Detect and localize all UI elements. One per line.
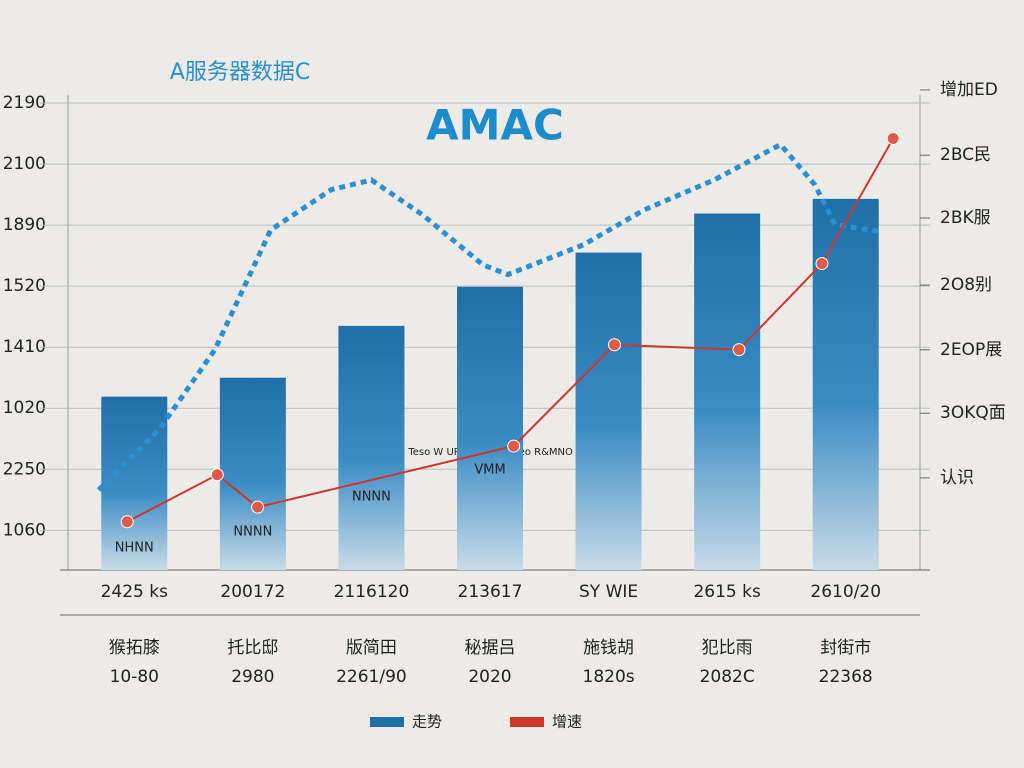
y-tick-label: 2100 bbox=[3, 154, 46, 174]
category-name: 版简田 bbox=[346, 638, 397, 658]
legend-swatch bbox=[370, 717, 404, 727]
category-code: 2020 bbox=[468, 667, 511, 687]
y2-tick-label: 3OKQ面 bbox=[940, 403, 1006, 423]
x-tick-label: 2425 ks bbox=[101, 582, 169, 602]
y-tick-label: 1060 bbox=[3, 520, 46, 540]
category-code: 2082C bbox=[700, 667, 755, 687]
y2-tick-label: 认识 bbox=[940, 468, 974, 488]
chart-title: AMAC bbox=[426, 101, 564, 150]
x-tick-label: 2116120 bbox=[334, 582, 410, 602]
y-tick-label: 1890 bbox=[3, 215, 46, 235]
y2-tick-label: 2O8别 bbox=[940, 275, 992, 295]
growth-line bbox=[126, 137, 895, 523]
bar-label: NHNN bbox=[115, 541, 154, 556]
growth-point bbox=[251, 500, 265, 514]
growth-point bbox=[815, 257, 829, 271]
bar bbox=[575, 252, 642, 570]
y-tick-label: 2250 bbox=[3, 459, 46, 479]
category-code: 2980 bbox=[231, 667, 274, 687]
category-code: 2261/90 bbox=[336, 667, 407, 687]
category-code: 22368 bbox=[819, 667, 873, 687]
category-code: 10-80 bbox=[110, 667, 159, 687]
bar bbox=[694, 213, 761, 570]
category-name: 封街市 bbox=[820, 638, 871, 658]
y-tick-label: 1520 bbox=[3, 276, 46, 296]
y-tick-label: 2190 bbox=[3, 93, 46, 113]
growth-point bbox=[507, 439, 521, 453]
category-name: 施钱胡 bbox=[583, 638, 634, 658]
category-code: 1820s bbox=[583, 667, 635, 687]
legend-swatch bbox=[510, 717, 544, 727]
bar bbox=[812, 198, 879, 570]
growth-point bbox=[732, 343, 746, 357]
category-name: 犯比雨 bbox=[702, 638, 753, 658]
bar bbox=[219, 377, 286, 570]
legend-label: 走势 bbox=[412, 713, 442, 731]
bar-label: VMM bbox=[474, 463, 505, 478]
category-name: 猴拓膝 bbox=[109, 638, 160, 658]
y2-tick-label: 2BK服 bbox=[940, 208, 991, 228]
x-tick-label: 2610/20 bbox=[810, 582, 881, 602]
trend-line bbox=[96, 141, 882, 492]
y-tick-label: 1410 bbox=[3, 337, 46, 357]
category-name: 秘据吕 bbox=[465, 638, 516, 658]
category-name: 托比邸 bbox=[227, 638, 278, 658]
growth-point bbox=[210, 468, 224, 482]
x-tick-label: SY WIE bbox=[579, 582, 638, 602]
x-tick-label: 200172 bbox=[220, 582, 285, 602]
bar-label: NNNN bbox=[233, 525, 272, 540]
y2-tick-label: 2BC民 bbox=[940, 145, 991, 165]
growth-point bbox=[608, 338, 621, 352]
chart-subtitle: A服务器数据C bbox=[170, 60, 310, 85]
legend-label: 增速 bbox=[552, 713, 582, 731]
x-tick-label: 213617 bbox=[458, 582, 523, 602]
bar bbox=[457, 286, 523, 570]
bar-label: NNNN bbox=[352, 490, 391, 505]
growth-point bbox=[886, 131, 900, 145]
x-tick-label: 2615 ks bbox=[693, 582, 761, 602]
bar bbox=[101, 396, 168, 570]
bar bbox=[338, 325, 405, 570]
y2-tick-label: 2EOP展 bbox=[940, 340, 1002, 360]
y2-tick-label: 增加ED bbox=[940, 80, 998, 100]
y-tick-label: 1020 bbox=[3, 398, 46, 418]
growth-point bbox=[120, 515, 134, 529]
